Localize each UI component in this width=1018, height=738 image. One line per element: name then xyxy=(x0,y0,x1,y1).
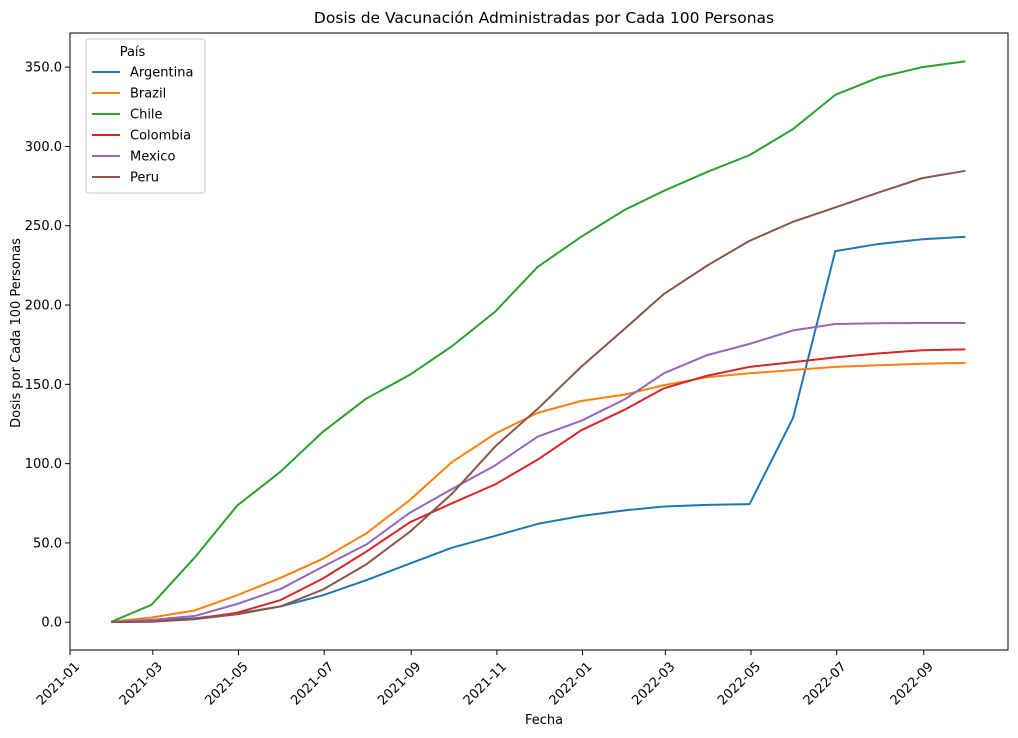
legend-label-mexico: Mexico xyxy=(130,150,175,165)
legend-label-peru: Peru xyxy=(130,171,159,186)
x-tick-label: 2022-01 xyxy=(547,659,596,708)
x-tick-label: 2021-09 xyxy=(375,659,424,708)
y-tick-label: 300.0 xyxy=(25,140,62,155)
axes-frame xyxy=(69,32,1009,651)
x-tick-label: 2021-01 xyxy=(34,659,83,708)
x-tick-label: 2022-07 xyxy=(801,659,850,708)
legend-label-chile: Chile xyxy=(130,108,163,123)
legend-title: País xyxy=(120,45,146,60)
y-tick-label: 0.0 xyxy=(41,616,62,631)
series-line-mexico xyxy=(111,321,966,623)
plot-area xyxy=(110,60,966,624)
series-line-brazil xyxy=(111,361,966,623)
y-tick-label: 350.0 xyxy=(25,61,62,76)
x-tick-label: 2021-03 xyxy=(117,659,166,708)
x-tick-label: 2022-03 xyxy=(629,659,678,708)
x-tick-label: 2021-11 xyxy=(461,659,510,708)
chart-title: Dosis de Vacunación Administradas por Ca… xyxy=(314,9,774,27)
y-tick-label: 100.0 xyxy=(25,457,62,472)
x-axis-label: Fecha xyxy=(525,713,563,728)
series-line-colombia xyxy=(111,348,966,623)
y-tick-label: 200.0 xyxy=(25,299,62,314)
legend-box xyxy=(85,38,206,194)
x-tick-label: 2021-05 xyxy=(203,659,252,708)
y-tick-label: 150.0 xyxy=(25,378,62,393)
y-tick-label: 50.0 xyxy=(33,536,62,551)
legend-label-argentina: Argentina xyxy=(130,66,193,81)
x-tick-label: 2022-09 xyxy=(888,659,937,708)
legend-label-brazil: Brazil xyxy=(130,87,166,102)
series-line-peru xyxy=(111,169,966,624)
x-tick-label: 2021-07 xyxy=(288,659,337,708)
series-line-chile xyxy=(110,60,966,623)
legend: País Argentina Brazil Chile Colombia Mexico Pe… xyxy=(85,38,206,194)
series-line-argentina xyxy=(111,235,966,623)
y-tick-label: 250.0 xyxy=(25,219,62,234)
x-tick-label: 2022-05 xyxy=(715,659,764,708)
legend-label-colombia: Colombia xyxy=(130,129,191,144)
y-axis-label: Dosis por Cada 100 Personas xyxy=(9,238,24,428)
